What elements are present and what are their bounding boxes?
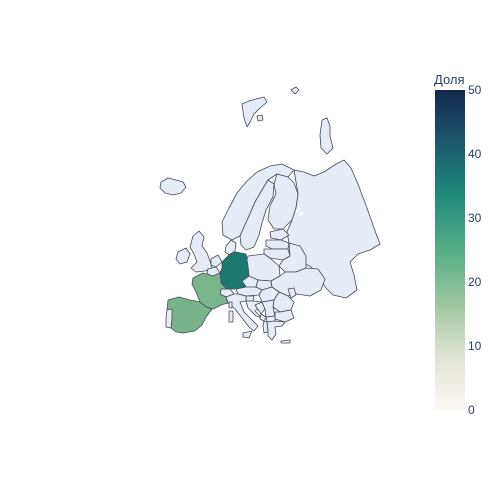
country-sicily[interactable] bbox=[242, 330, 253, 339]
country-svalbard-small[interactable] bbox=[256, 114, 264, 122]
country-uk[interactable] bbox=[189, 230, 213, 273]
country-svalbard[interactable] bbox=[241, 96, 268, 128]
country-sardinia[interactable] bbox=[228, 310, 234, 323]
country-franz-josef[interactable] bbox=[290, 86, 300, 95]
country-albania[interactable] bbox=[262, 320, 269, 334]
colorbar-tick-40: 40 bbox=[468, 147, 482, 161]
colorbar-tick-20: 20 bbox=[468, 275, 482, 289]
country-greece[interactable] bbox=[266, 320, 286, 341]
country-bulgaria[interactable] bbox=[274, 309, 295, 323]
country-slovenia[interactable] bbox=[245, 295, 255, 302]
country-crete[interactable] bbox=[280, 339, 291, 344]
country-belarus[interactable] bbox=[278, 242, 307, 273]
country-italy[interactable] bbox=[225, 293, 259, 332]
country-netherlands[interactable] bbox=[210, 254, 223, 268]
country-moldova[interactable] bbox=[287, 287, 297, 299]
country-portugal[interactable] bbox=[165, 308, 173, 329]
country-latvia[interactable] bbox=[265, 239, 290, 250]
country-corsica[interactable] bbox=[228, 301, 233, 309]
country-sweden[interactable] bbox=[239, 179, 275, 251]
country-denmark[interactable] bbox=[224, 239, 237, 256]
country-romania[interactable] bbox=[272, 291, 295, 313]
colorbar-tick-10: 10 bbox=[468, 339, 482, 353]
country-montenegro[interactable] bbox=[259, 313, 267, 322]
colorbar-tick-50: 50 bbox=[468, 83, 482, 97]
country-ireland[interactable] bbox=[175, 247, 191, 265]
country-russia[interactable] bbox=[286, 159, 381, 299]
country-novaya-zemlya[interactable] bbox=[319, 117, 334, 155]
colorbar-tick-30: 30 bbox=[468, 211, 482, 225]
white-sea-mark bbox=[295, 207, 304, 217]
country-france[interactable] bbox=[191, 272, 229, 310]
country-iceland[interactable] bbox=[159, 177, 187, 196]
colorbar-title: Доля bbox=[434, 72, 465, 87]
country-estonia[interactable] bbox=[269, 228, 290, 241]
colorbar-tick-0: 0 bbox=[468, 403, 475, 417]
